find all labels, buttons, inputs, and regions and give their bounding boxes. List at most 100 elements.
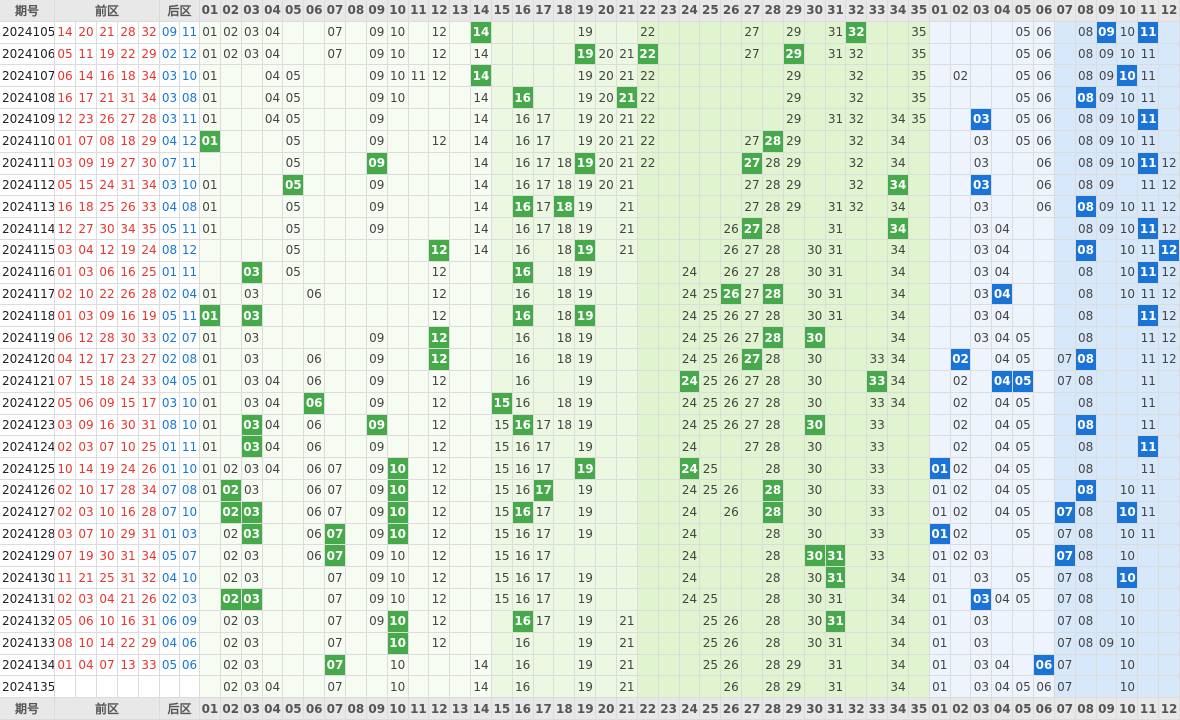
hit-number: 12 (429, 349, 451, 371)
issue: 2024131 (0, 589, 55, 611)
trend-cell (992, 632, 1014, 655)
trend-cell (450, 305, 472, 328)
trend-number: 32 (846, 152, 868, 175)
trend-cell (1034, 370, 1055, 393)
trend-number: 15 (491, 501, 513, 524)
trend-cell (408, 43, 430, 66)
trend-cell (950, 218, 972, 240)
trend-cell (950, 261, 972, 284)
hit-number: 08 (1075, 414, 1097, 437)
hit-number: 11 (1138, 152, 1160, 175)
trend-number: 15 (491, 436, 513, 459)
header-front-col: 29 (783, 698, 805, 720)
trend-cell (658, 130, 680, 153)
trend-cell (637, 436, 659, 459)
trend-number: 10 (1117, 87, 1139, 110)
trend-number: 03 (241, 43, 263, 66)
trend-cell (450, 174, 472, 197)
trend-cell (1013, 152, 1035, 175)
back-number: 10 (180, 501, 200, 524)
trend-cell (992, 567, 1014, 590)
trend-cell (491, 327, 513, 350)
trend-cell (596, 545, 617, 568)
trend-cell (783, 283, 805, 306)
trend-number: 12 (429, 414, 451, 437)
trend-number: 30 (804, 283, 826, 306)
trend-number: 06 (1034, 676, 1055, 699)
trend-number: 28 (762, 610, 784, 633)
trend-number: 16 (512, 130, 534, 153)
trend-number: 30 (804, 523, 826, 546)
trend-number: 18 (554, 349, 576, 371)
trend-number: 01 (200, 87, 221, 110)
front-number: 12 (55, 109, 76, 131)
hit-number: 02 (950, 349, 972, 371)
trend-cell (617, 458, 638, 480)
trend-cell (554, 523, 576, 546)
trend-cell (1013, 261, 1035, 284)
trend-cell (617, 370, 638, 393)
trend-number: 03 (971, 152, 993, 175)
trend-number: 05 (283, 130, 305, 153)
trend-cell (262, 218, 284, 240)
trend-cell (345, 152, 367, 175)
trend-number: 12 (1159, 174, 1180, 197)
trend-cell (596, 676, 617, 699)
trend-number: 11 (1138, 43, 1160, 66)
trend-cell (867, 632, 889, 655)
trend-cell (1096, 349, 1118, 371)
trend-number: 16 (512, 327, 534, 350)
trend-cell (971, 414, 993, 437)
trend-cell (491, 109, 513, 131)
trend-cell (345, 414, 367, 437)
trend-number: 19 (575, 196, 597, 219)
trend-number: 19 (575, 654, 597, 677)
issue: 2024115 (0, 240, 55, 262)
trend-number: 10 (1117, 152, 1139, 175)
trend-cell (1159, 589, 1180, 611)
trend-cell (283, 501, 305, 524)
trend-number: 09 (366, 392, 388, 415)
trend-cell (1054, 392, 1076, 415)
trend-cell (345, 349, 367, 371)
trend-cell (825, 130, 847, 153)
trend-number: 06 (1034, 152, 1055, 175)
trend-number: 08 (1075, 305, 1097, 328)
trend-number: 27 (742, 327, 763, 350)
trend-number: 19 (575, 436, 597, 459)
trend-number: 31 (825, 21, 847, 44)
trend-number: 21 (617, 174, 638, 197)
header-front-col: 20 (596, 698, 617, 720)
header-front-col: 10 (387, 698, 409, 720)
trend-cell (450, 240, 472, 262)
trend-cell (283, 349, 305, 371)
trend-cell (658, 305, 680, 328)
trend-number: 05 (1013, 392, 1035, 415)
hit-number: 04 (992, 370, 1014, 393)
trend-number: 09 (366, 480, 388, 502)
trend-number: 10 (1117, 676, 1139, 699)
front-number: 12 (76, 349, 97, 371)
trend-number: 28 (762, 458, 784, 480)
trend-cell (387, 240, 409, 262)
trend-cell (783, 545, 805, 568)
trend-cell (617, 545, 638, 568)
trend-cell (846, 240, 868, 262)
trend-number: 12 (429, 392, 451, 415)
trend-cell (1117, 414, 1139, 437)
issue: 2024106 (0, 43, 55, 66)
front-number: 03 (76, 436, 97, 459)
trend-number: 01 (929, 610, 951, 633)
trend-number: 17 (533, 589, 555, 611)
header-front: 前区 (55, 698, 160, 720)
front-number: 27 (118, 109, 139, 131)
front-number: 29 (139, 632, 160, 655)
trend-number: 14 (471, 152, 492, 175)
trend-cell (992, 152, 1014, 175)
trend-number: 01 (200, 43, 221, 66)
trend-cell (596, 523, 617, 546)
front-number: 16 (55, 87, 76, 110)
trend-cell (387, 414, 409, 437)
trend-number: 05 (1013, 43, 1035, 66)
trend-cell (1117, 370, 1139, 393)
